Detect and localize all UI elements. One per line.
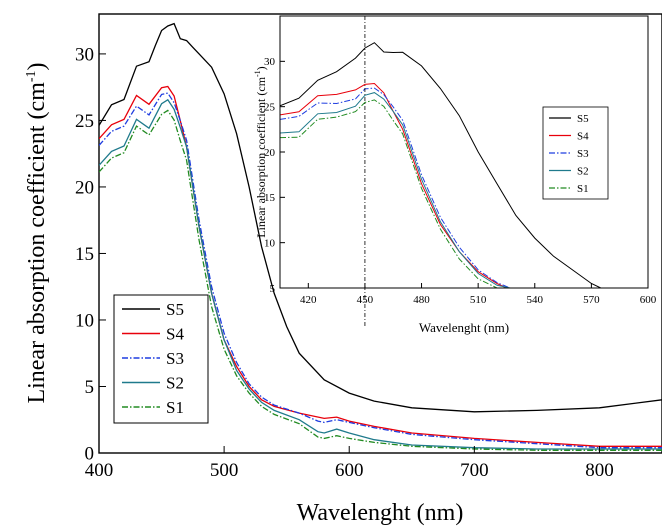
main-y-tick-label: 20 <box>75 178 94 199</box>
main-x-tick-label: 500 <box>210 460 239 481</box>
main-y-tick-label: 30 <box>75 45 94 66</box>
main-x-tick-label: 600 <box>335 460 364 481</box>
main-legend-label-s2: S2 <box>166 373 184 392</box>
main-plot-frame <box>98 13 662 454</box>
main-legend-label-s5: S5 <box>166 300 184 319</box>
inset-y-tick-label: 15 <box>264 192 276 204</box>
main-series-s2 <box>99 98 662 450</box>
inset-y-tick-label: 10 <box>264 238 276 250</box>
main-legend-label-s1: S1 <box>166 398 184 417</box>
inset-x-tick-label: 420 <box>300 294 317 306</box>
main-legend-box <box>113 294 209 424</box>
main-y-tick-label: 0 <box>85 444 95 465</box>
inset-x-tick-label: 600 <box>640 294 657 306</box>
inset-y-axis-label: Linear absorption coefficient (cm-1) <box>253 66 268 237</box>
inset-y-tick-label: 20 <box>264 147 276 159</box>
inset-series-s3 <box>280 87 511 288</box>
inset-legend-label-s4: S4 <box>577 130 589 142</box>
main-y-tick-label: 5 <box>85 377 95 398</box>
inset-y-tick-label: 25 <box>264 102 276 114</box>
main-series-s5 <box>99 22 662 413</box>
main-x-tick-label: 800 <box>585 460 614 481</box>
inset-x-tick-label: 540 <box>527 294 544 306</box>
main-legend-label-s3: S3 <box>166 349 184 368</box>
inset-x-tick-label: 480 <box>413 294 430 306</box>
inset-series-s1 <box>280 99 498 288</box>
main-y-tick-label: 10 <box>75 311 94 332</box>
inset-y-tick-label: 5 <box>270 283 276 295</box>
main-legend-label-s4: S4 <box>166 324 184 343</box>
inset-y-tick-label: 30 <box>264 56 276 68</box>
inset-x-tick-label: 450 <box>357 294 374 306</box>
main-y-tick-label: 15 <box>75 244 94 265</box>
main-series-s1 <box>99 109 662 451</box>
inset-legend-label-s2: S2 <box>577 165 589 177</box>
main-series-s4 <box>99 85 662 447</box>
inset-legend: S5 S4 S3 S2 S1 <box>542 106 609 200</box>
inset-x-axis-label: Wavelenght (nm) <box>419 320 509 335</box>
main-y-axis-label: Linear absorption coefficient (cm-1) <box>24 62 50 403</box>
main-x-axis-label: Wavelenght (nm) <box>297 500 464 526</box>
main-y-tick-label: 25 <box>75 111 94 132</box>
inset-series-s2 <box>280 92 511 288</box>
main-legend: S5 S4 S3 S2 S1 <box>113 294 209 424</box>
inset-legend-label-s3: S3 <box>577 148 589 160</box>
inset-x-tick-label: 510 <box>470 294 487 306</box>
inset-x-tick-label: 570 <box>583 294 600 306</box>
inset-series-s5 <box>280 42 602 288</box>
inset-legend-label-s5: S5 <box>577 113 589 125</box>
main-series-s3 <box>99 92 662 449</box>
inset-legend-label-s1: S1 <box>577 183 589 195</box>
main-x-tick-label: 400 <box>85 460 114 481</box>
main-x-tick-label: 700 <box>460 460 489 481</box>
